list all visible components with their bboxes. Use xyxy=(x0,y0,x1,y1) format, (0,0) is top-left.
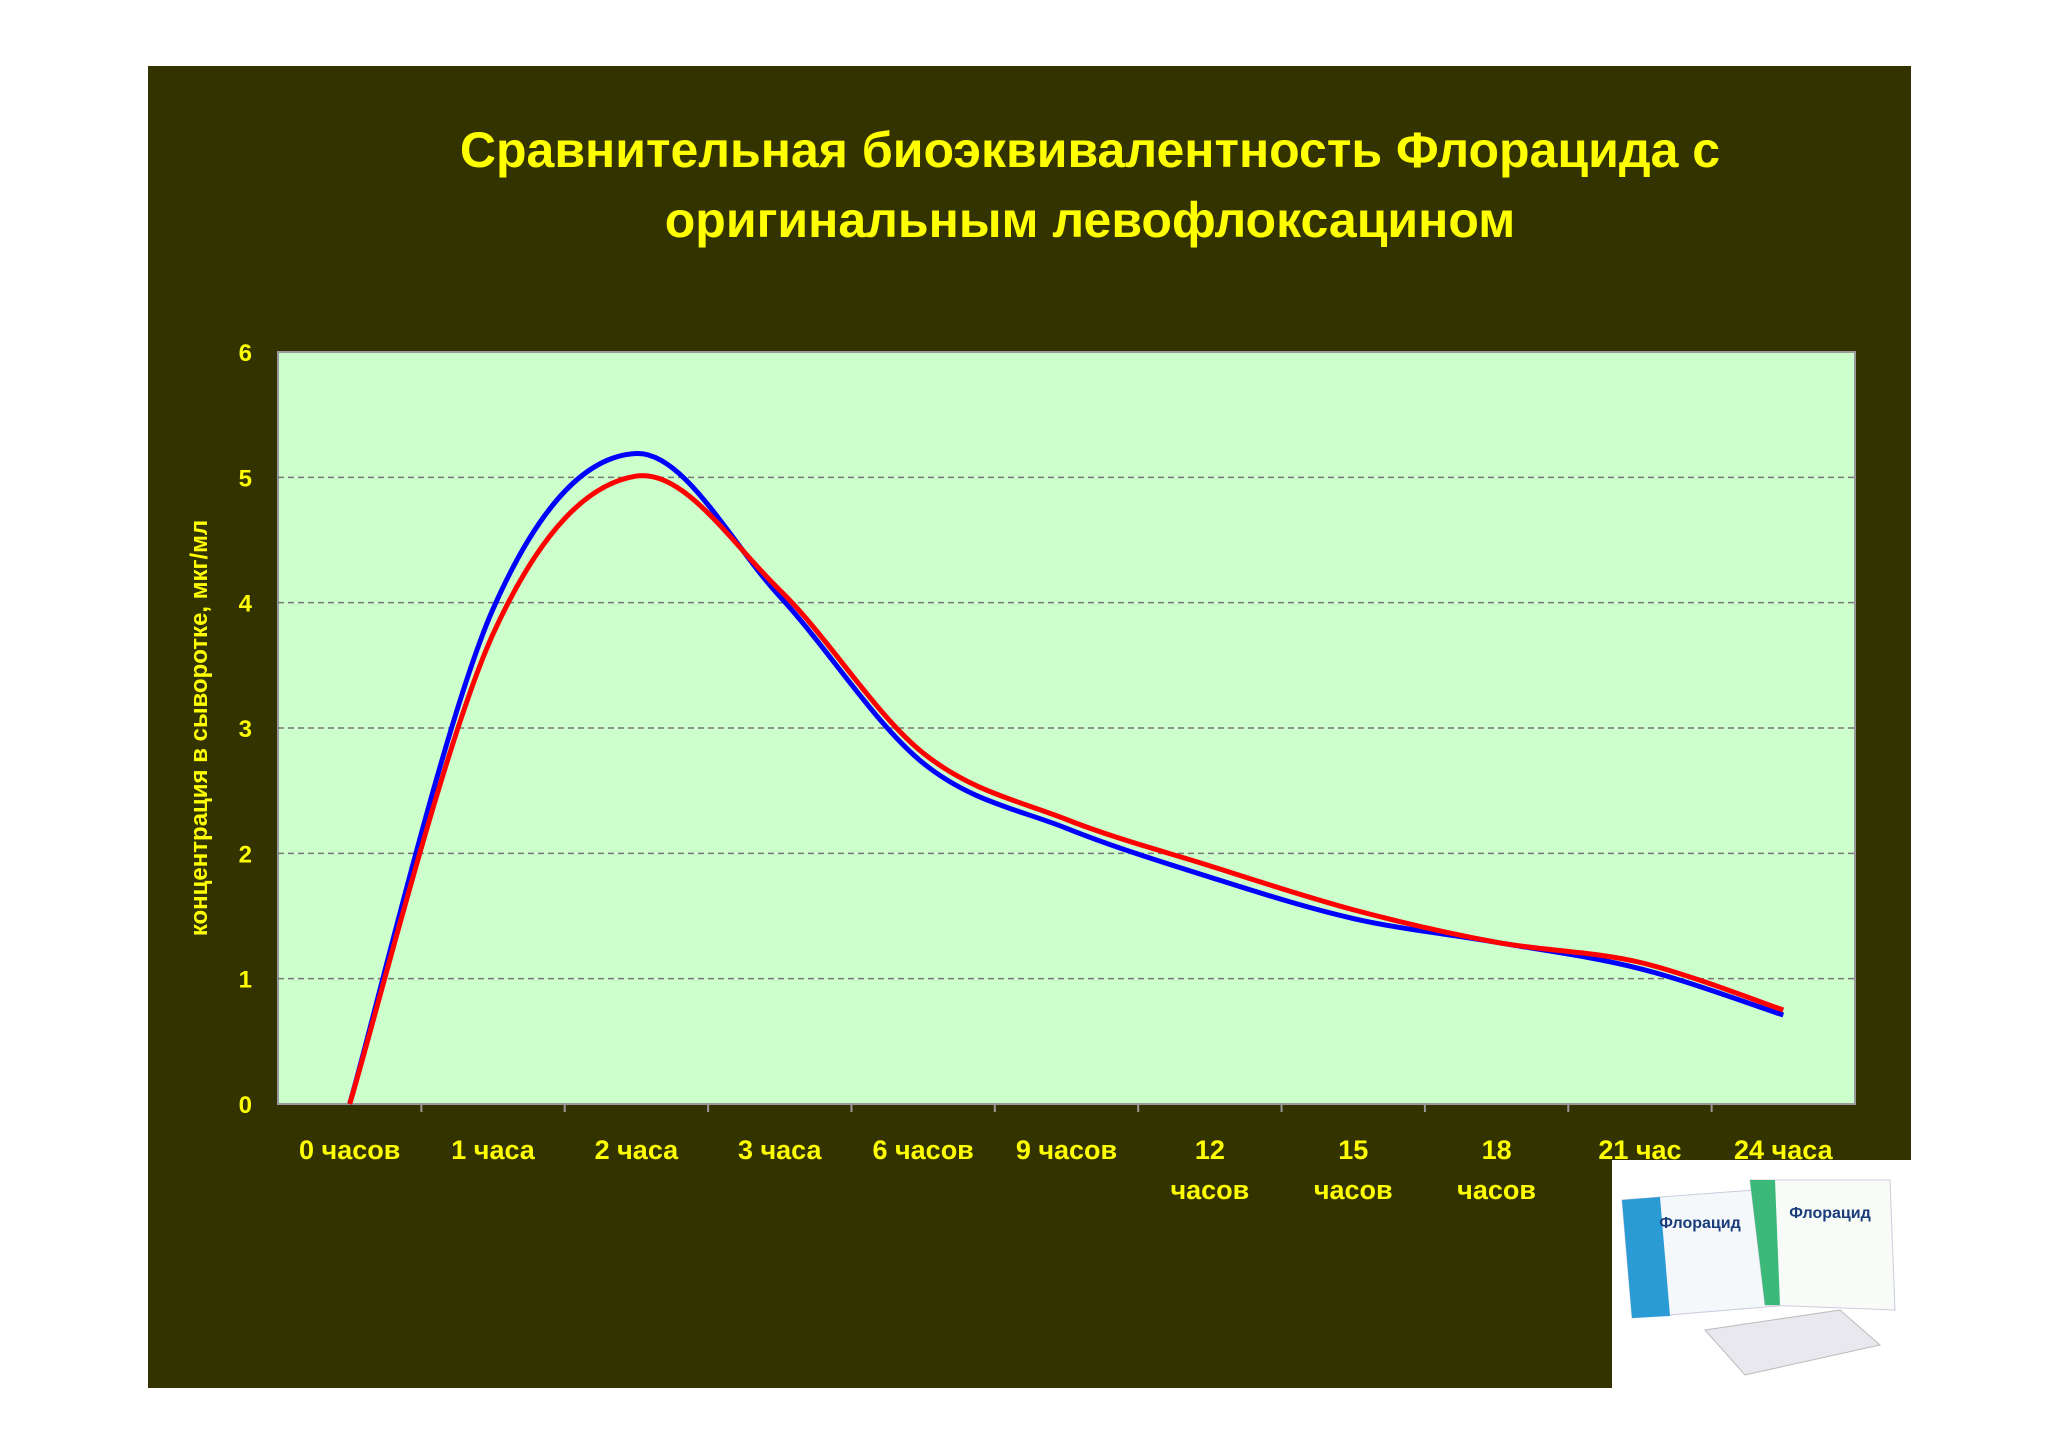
x-tick-label: 3 часа xyxy=(738,1135,823,1165)
y-tick-label: 4 xyxy=(239,591,253,618)
box-label: Флорацид xyxy=(1659,1215,1740,1232)
x-tick-label: 6 часов xyxy=(872,1135,973,1165)
x-tick-label: 1 часа xyxy=(451,1135,536,1165)
x-tick-label: 15 часов xyxy=(1314,1135,1393,1205)
y-tick-label: 3 xyxy=(239,716,252,743)
x-tick-label: 18 часов xyxy=(1457,1135,1536,1205)
x-tick-label: 2 часа xyxy=(595,1135,680,1165)
box-stripe xyxy=(1622,1197,1670,1318)
y-tick-label: 2 xyxy=(239,841,252,868)
blister xyxy=(1704,1309,1882,1376)
x-tick-label: 0 часов xyxy=(299,1135,400,1165)
box xyxy=(1749,1179,1896,1311)
y-tick-label: 0 xyxy=(239,1092,252,1119)
box-stripe xyxy=(1750,1180,1780,1305)
y-tick-label: 1 xyxy=(239,967,252,994)
box-label: Флорацид xyxy=(1789,1205,1870,1222)
x-tick-label: 12 часов xyxy=(1170,1135,1249,1205)
product-photo: Флорацид Флорацид xyxy=(1612,1160,1911,1388)
series-line xyxy=(347,473,1785,1105)
y-tick-label: 6 xyxy=(239,340,252,367)
chart-title: Сравнительная биоэквивалентность Флораци… xyxy=(460,122,1720,248)
x-tick-label: 9 часов xyxy=(1016,1135,1117,1165)
y-axis-label: концентрация в сыворотке, мкг/мл xyxy=(186,520,213,936)
y-tick-label: 5 xyxy=(239,465,252,492)
